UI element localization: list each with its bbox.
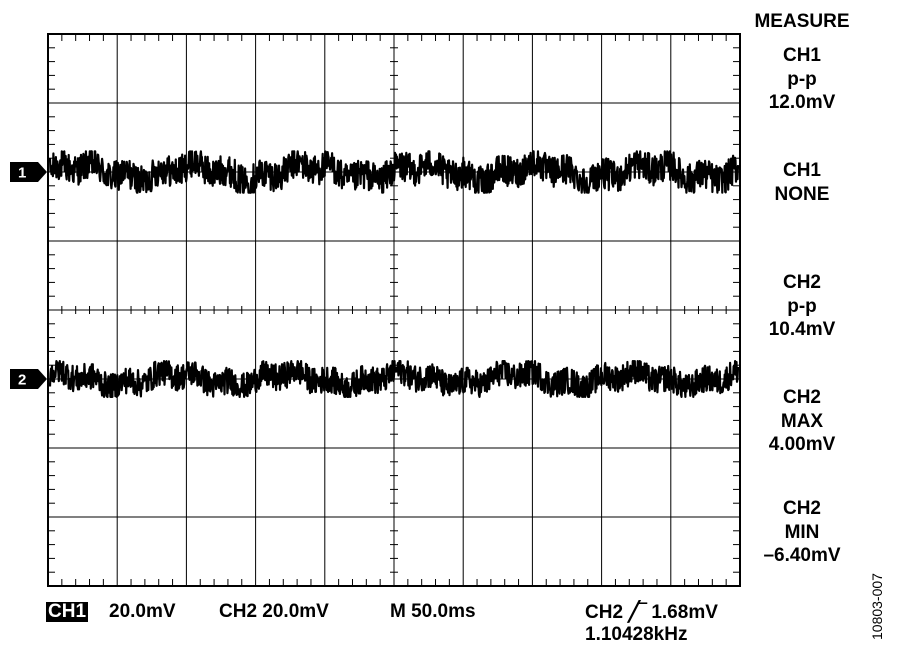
traces bbox=[48, 150, 740, 398]
measure-line: p-p bbox=[787, 68, 817, 90]
measure-block-ch2-max: CH2 MAX 4.00mV bbox=[740, 386, 864, 457]
measure-line: CH2 bbox=[782, 498, 821, 519]
measure-line: 12.0mV bbox=[768, 92, 836, 113]
trigger-frequency: 1.10428kHz bbox=[585, 624, 688, 645]
trigger-level: CH2 ╱‾ 1.68mV bbox=[585, 602, 718, 623]
measure-line: CH1 bbox=[782, 160, 821, 181]
measure-line: –6.40mV bbox=[763, 545, 841, 566]
marker-label: 2 bbox=[18, 372, 26, 389]
marker-label: 1 bbox=[18, 165, 26, 182]
graticule bbox=[47, 33, 741, 587]
measure-line: CH1 bbox=[782, 45, 821, 66]
measure-line: MIN bbox=[784, 521, 820, 543]
timebase: M 50.0ms bbox=[390, 601, 476, 622]
measure-line: CH2 bbox=[782, 272, 821, 293]
figure-id: 10803-007 bbox=[869, 573, 885, 640]
measure-line: MAX bbox=[780, 410, 824, 432]
measure-block-ch1-none: CH1 NONE bbox=[740, 159, 864, 206]
measure-line: 4.00mV bbox=[768, 434, 836, 455]
marker-arrow bbox=[10, 162, 47, 182]
ch1-scale-value: 20.0mV bbox=[109, 601, 176, 622]
ch1-scale-label: CH1 bbox=[46, 601, 89, 622]
trace-channel-1 bbox=[48, 150, 740, 194]
measure-block-ch1-pp: CH1 p-p 12.0mV bbox=[740, 44, 864, 115]
channel-markers: 12 bbox=[10, 162, 47, 389]
marker-arrow bbox=[10, 369, 47, 389]
ch2-scale: CH2 20.0mV bbox=[219, 601, 329, 622]
measure-line: 10.4mV bbox=[768, 319, 836, 340]
measure-block-ch2-min: CH2 MIN –6.40mV bbox=[740, 497, 864, 568]
channel-2-marker: 2 bbox=[10, 369, 47, 389]
measure-line: NONE bbox=[774, 183, 830, 205]
trace-channel-2 bbox=[48, 360, 740, 398]
measure-heading: MEASURE bbox=[754, 11, 850, 32]
channel-1-marker: 1 bbox=[10, 162, 47, 182]
measure-block-ch2-pp: CH2 p-p 10.4mV bbox=[740, 271, 864, 342]
measure-line: CH2 bbox=[782, 387, 821, 408]
measure-line: p-p bbox=[787, 295, 817, 317]
